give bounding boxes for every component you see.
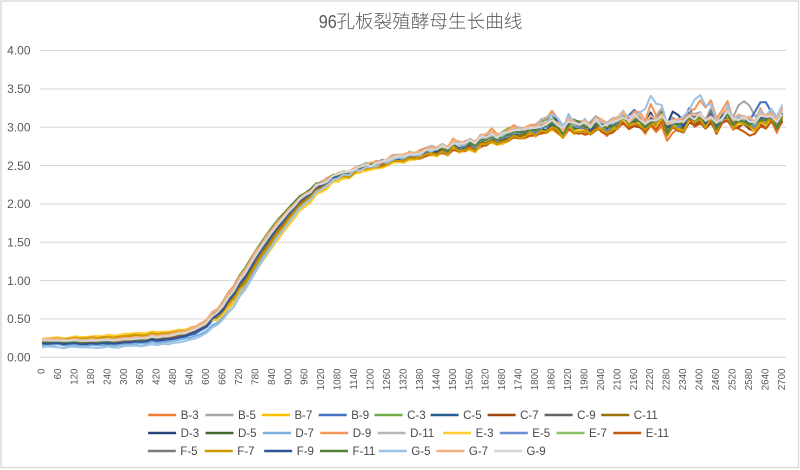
svg-text:1.00: 1.00 (7, 274, 31, 288)
svg-text:2700: 2700 (777, 368, 788, 390)
svg-text:1200: 1200 (366, 368, 377, 390)
svg-text:C-7: C-7 (520, 410, 539, 422)
svg-text:3.00: 3.00 (7, 120, 31, 134)
svg-text:E-11: E-11 (646, 428, 669, 440)
svg-text:420: 420 (152, 368, 163, 385)
svg-text:120: 120 (69, 368, 80, 385)
svg-text:D-7: D-7 (295, 428, 314, 440)
svg-text:960: 960 (300, 368, 311, 385)
svg-text:F-11: F-11 (353, 446, 376, 458)
svg-text:G-7: G-7 (469, 446, 488, 458)
svg-text:C-11: C-11 (634, 410, 658, 422)
svg-text:2160: 2160 (629, 368, 640, 390)
svg-text:1380: 1380 (415, 368, 426, 390)
svg-text:1860: 1860 (547, 368, 558, 390)
svg-text:C-5: C-5 (463, 410, 482, 422)
svg-text:300: 300 (119, 368, 130, 385)
svg-text:360: 360 (135, 368, 146, 385)
svg-text:540: 540 (185, 368, 196, 385)
svg-text:4.00: 4.00 (7, 44, 31, 58)
svg-text:1920: 1920 (563, 368, 574, 390)
svg-text:3.50: 3.50 (7, 82, 31, 96)
svg-text:60: 60 (53, 368, 64, 379)
svg-text:1620: 1620 (481, 368, 492, 390)
svg-text:2.00: 2.00 (7, 197, 31, 211)
svg-text:G-9: G-9 (527, 446, 546, 458)
svg-text:2460: 2460 (711, 368, 722, 390)
svg-text:1680: 1680 (497, 368, 508, 390)
svg-text:2280: 2280 (662, 368, 673, 390)
svg-text:C-3: C-3 (407, 410, 426, 422)
svg-text:B-3: B-3 (181, 410, 199, 422)
svg-text:180: 180 (86, 368, 97, 385)
svg-text:900: 900 (283, 368, 294, 385)
svg-text:1800: 1800 (530, 368, 541, 390)
svg-text:B-7: B-7 (295, 410, 313, 422)
svg-text:720: 720 (234, 368, 245, 385)
svg-text:C-9: C-9 (577, 410, 596, 422)
svg-text:1020: 1020 (316, 368, 327, 390)
svg-text:0: 0 (37, 368, 48, 374)
svg-text:1740: 1740 (514, 368, 525, 390)
svg-text:2400: 2400 (695, 368, 706, 390)
svg-text:D-5: D-5 (238, 428, 257, 440)
svg-text:1320: 1320 (398, 368, 409, 390)
svg-text:1260: 1260 (382, 368, 393, 390)
svg-text:1080: 1080 (333, 368, 344, 390)
svg-text:660: 660 (218, 368, 229, 385)
svg-text:2640: 2640 (760, 368, 771, 390)
svg-text:96: 96 (319, 11, 337, 32)
svg-text:2580: 2580 (744, 368, 755, 390)
svg-text:840: 840 (267, 368, 278, 385)
svg-text:2100: 2100 (612, 368, 623, 390)
svg-text:1500: 1500 (448, 368, 459, 390)
svg-text:F-5: F-5 (180, 446, 197, 458)
svg-text:F-9: F-9 (297, 446, 314, 458)
svg-text:480: 480 (168, 368, 179, 385)
svg-text:E-7: E-7 (589, 428, 607, 440)
svg-text:D-9: D-9 (353, 428, 372, 440)
svg-text:1140: 1140 (349, 368, 360, 390)
svg-text:0.50: 0.50 (7, 312, 31, 326)
svg-text:B-9: B-9 (351, 410, 369, 422)
svg-text:1560: 1560 (464, 368, 475, 390)
svg-text:1980: 1980 (579, 368, 590, 390)
svg-text:G-5: G-5 (411, 446, 430, 458)
svg-text:2220: 2220 (645, 368, 656, 390)
svg-text:780: 780 (250, 368, 261, 385)
svg-text:F-7: F-7 (237, 446, 254, 458)
svg-text:1.50: 1.50 (7, 235, 31, 249)
svg-text:D-3: D-3 (181, 428, 200, 440)
svg-text:2.50: 2.50 (7, 159, 31, 173)
svg-text:2340: 2340 (678, 368, 689, 390)
svg-text:E-3: E-3 (476, 428, 494, 440)
svg-text:240: 240 (102, 368, 113, 385)
svg-text:0.00: 0.00 (7, 351, 31, 365)
svg-text:2040: 2040 (596, 368, 607, 390)
svg-text:E-5: E-5 (532, 428, 550, 440)
svg-text:D-11: D-11 (410, 428, 434, 440)
svg-text:1440: 1440 (431, 368, 442, 390)
svg-text:B-5: B-5 (238, 410, 256, 422)
svg-text:2520: 2520 (728, 368, 739, 390)
svg-text:600: 600 (201, 368, 212, 385)
